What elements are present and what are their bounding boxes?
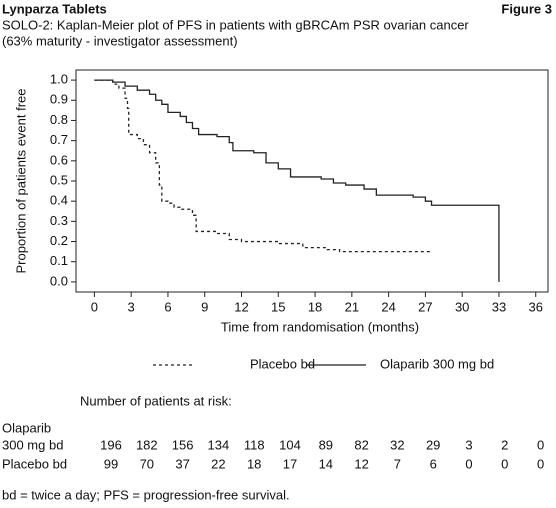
x-tick-label: 0 [91,299,98,314]
at-risk-count: 7 [394,456,401,471]
at-risk-count: 134 [208,437,230,452]
x-tick-label: 3 [128,299,135,314]
y-tick-label: 0.4 [50,193,68,208]
y-axis-label: Proportion of patients event free [13,88,28,273]
at-risk-count: 99 [104,456,118,471]
chart-title: SOLO-2: Kaplan-Meier plot of PFS in pati… [2,17,469,32]
at-risk-row-label: Olaparib [2,420,51,435]
survival-curve [94,79,500,282]
x-tick-label: 24 [381,299,395,314]
x-axis-label: Time from randomisation (months) [221,319,419,334]
y-tick-label: 0.9 [50,92,68,107]
at-risk-count: 17 [283,456,297,471]
figure-label: Figure 3 [501,1,552,16]
at-risk-row-label: 300 mg bd [2,437,63,452]
at-risk-count: 14 [319,456,333,471]
at-risk-count: 156 [172,437,194,452]
y-tick-label: 0.6 [50,152,68,167]
at-risk-count: 89 [319,437,333,452]
at-risk-count: 3 [465,437,472,452]
y-tick-label: 0.2 [50,233,68,248]
x-tick-label: 6 [164,299,171,314]
at-risk-count: 82 [354,437,368,452]
footnote: bd = twice a day; PFS = progression-free… [2,487,290,502]
x-tick-label: 9 [201,299,208,314]
at-risk-count: 196 [100,437,122,452]
at-risk-count: 118 [244,437,265,452]
at-risk-row-label: Placebo bd [2,456,67,471]
at-risk-count: 12 [354,456,368,471]
at-risk-count: 0 [465,456,472,471]
at-risk-count: 70 [140,456,154,471]
at-risk-count: 37 [175,456,189,471]
legend-label: Placebo bd [250,356,315,371]
at-risk-title: Number of patients at risk: [80,393,232,408]
survival-curve [94,79,432,253]
at-risk-count: 29 [426,437,440,452]
at-risk-count: 18 [247,456,261,471]
x-tick-label: 30 [455,299,469,314]
x-tick-label: 36 [529,299,543,314]
x-tick-label: 15 [271,299,285,314]
at-risk-count: 22 [211,456,225,471]
x-tick-label: 18 [308,299,322,314]
y-tick-label: 1.0 [50,72,68,87]
at-risk-count: 0 [537,437,544,452]
at-risk-count: 32 [390,437,404,452]
header: Lynparza Tablets [2,1,107,16]
y-tick-label: 0.1 [50,253,68,268]
at-risk-count: 104 [279,437,301,452]
plot-frame [75,69,549,293]
y-tick-label: 0.3 [50,213,68,228]
y-tick-label: 0.0 [50,273,68,288]
y-tick-label: 0.5 [50,172,68,187]
at-risk-count: 0 [537,456,544,471]
at-risk-count: 0 [501,456,508,471]
at-risk-count: 6 [430,456,437,471]
x-tick-label: 33 [492,299,506,314]
y-tick-label: 0.8 [50,112,68,127]
legend-label: Olaparib 300 mg bd [380,356,494,371]
x-tick-label: 12 [234,299,248,314]
chart-subtitle: (63% maturity - investigator assessment) [2,33,238,48]
at-risk-count: 182 [136,437,158,452]
y-tick-label: 0.7 [50,132,68,147]
at-risk-count: 2 [501,437,508,452]
x-tick-label: 27 [418,299,432,314]
x-tick-label: 21 [345,299,359,314]
